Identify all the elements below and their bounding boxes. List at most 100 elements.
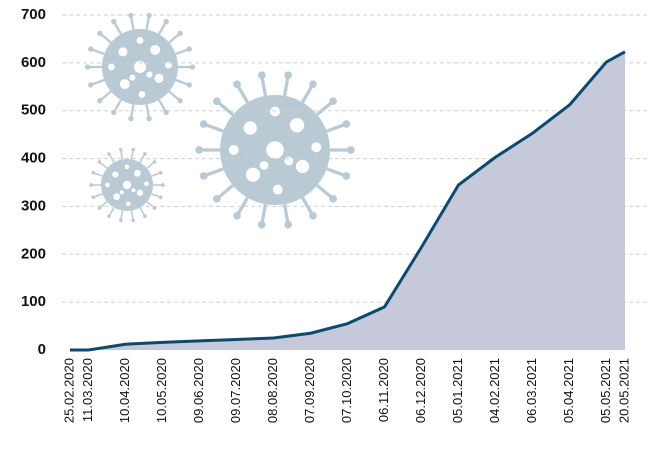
spike xyxy=(146,201,155,209)
spike-tip xyxy=(88,82,94,88)
spike-tip xyxy=(257,220,266,229)
spike xyxy=(236,84,249,104)
virus-spot xyxy=(122,180,132,190)
spike xyxy=(168,90,181,101)
virus-spot xyxy=(259,161,269,170)
spike xyxy=(113,99,122,112)
y-tick-label: 0 xyxy=(38,341,46,358)
spike-tip xyxy=(186,82,192,88)
area xyxy=(70,51,625,350)
spike xyxy=(204,167,224,177)
spike xyxy=(120,210,124,220)
spike xyxy=(130,150,134,160)
spike-tip xyxy=(309,80,317,89)
spike-tip xyxy=(161,183,165,187)
x-tick-label: 05.01.2021 xyxy=(450,358,465,423)
virus-spot xyxy=(154,73,164,83)
x-tick-label: 06.03.2021 xyxy=(524,358,539,423)
y-tick-label: 400 xyxy=(21,150,46,167)
virus-spot xyxy=(119,190,124,195)
spike-tip xyxy=(111,18,117,25)
spike-tip xyxy=(233,211,241,220)
virus-spot xyxy=(272,184,283,195)
x-tick-label: 10.05.2020 xyxy=(154,358,169,423)
spike xyxy=(91,78,105,86)
virus-spot xyxy=(112,171,119,178)
spike xyxy=(282,76,290,97)
virus-spot xyxy=(113,193,120,201)
spike-tip xyxy=(284,71,293,80)
spike-tip xyxy=(143,214,147,218)
virus-spot xyxy=(243,121,257,135)
virus-spot xyxy=(138,90,146,98)
spike-tip xyxy=(163,18,169,25)
y-tick-label: 500 xyxy=(21,102,46,119)
spike xyxy=(129,16,135,30)
y-tick-label: 100 xyxy=(21,293,46,310)
spike xyxy=(99,90,112,101)
x-tick-label: 11.03.2020 xyxy=(80,358,95,422)
virus-spot xyxy=(124,164,130,170)
x-tick-label: 04.02.2021 xyxy=(487,358,502,423)
virus-spot xyxy=(131,188,136,193)
x-tick-label: 25.02.2020 xyxy=(61,358,76,423)
virus-spot xyxy=(146,71,153,78)
virus-spot xyxy=(129,74,136,81)
spike xyxy=(326,167,346,177)
virus-spot xyxy=(105,182,110,188)
virus-spot xyxy=(284,156,294,166)
spike-tip xyxy=(233,80,241,89)
spike-tip xyxy=(213,194,221,203)
x-tick-label: 06.12.2020 xyxy=(413,358,428,423)
spike-tip xyxy=(342,120,351,128)
x-tick-label: 07.09.2020 xyxy=(302,358,317,423)
spike xyxy=(175,78,189,86)
spike xyxy=(93,193,103,198)
spike-tip xyxy=(128,12,134,19)
spike xyxy=(151,172,161,177)
spike-tip xyxy=(342,172,351,180)
spike xyxy=(113,22,122,35)
spike-tip xyxy=(97,206,102,210)
x-tick-label: 09.06.2020 xyxy=(191,358,206,423)
virus xyxy=(84,12,196,122)
spike xyxy=(158,22,167,35)
spike xyxy=(168,33,181,44)
virus-spot xyxy=(118,47,128,57)
spike xyxy=(260,76,268,97)
spike xyxy=(146,161,155,169)
spike-tip xyxy=(177,30,183,36)
spike-tip xyxy=(88,46,94,52)
spike-tip xyxy=(107,214,111,218)
spike xyxy=(217,184,234,199)
spike xyxy=(120,150,124,160)
x-tick-label: 07.10.2020 xyxy=(339,358,354,423)
virus xyxy=(89,147,165,223)
spike xyxy=(158,99,167,112)
spike xyxy=(217,101,234,116)
spike-tip xyxy=(152,160,157,164)
spike-tip xyxy=(152,206,157,210)
spike-tip xyxy=(143,152,147,156)
spike-tip xyxy=(89,183,93,187)
spike-tip xyxy=(195,146,203,154)
spike xyxy=(204,123,224,133)
spike-tip xyxy=(97,160,102,164)
x-tick-label: 05.05.2021 xyxy=(598,358,613,423)
y-tick-label: 300 xyxy=(21,197,46,214)
x-tick-label: 10.04.2020 xyxy=(117,358,132,423)
spike-tip xyxy=(329,194,337,203)
spike-tip xyxy=(84,64,91,70)
y-tick-label: 700 xyxy=(21,6,46,23)
spike-tip xyxy=(91,195,96,200)
virus-spot xyxy=(136,189,144,196)
x-tick-label: 08.08.2020 xyxy=(265,358,280,423)
spike-tip xyxy=(347,146,355,154)
spike-tip xyxy=(118,218,123,223)
spike-tip xyxy=(257,71,266,80)
spike-tip xyxy=(284,220,293,229)
spike-tip xyxy=(186,46,192,52)
y-tick-label: 200 xyxy=(21,245,46,262)
spike-tip xyxy=(158,195,163,200)
virus-spot xyxy=(295,159,310,174)
